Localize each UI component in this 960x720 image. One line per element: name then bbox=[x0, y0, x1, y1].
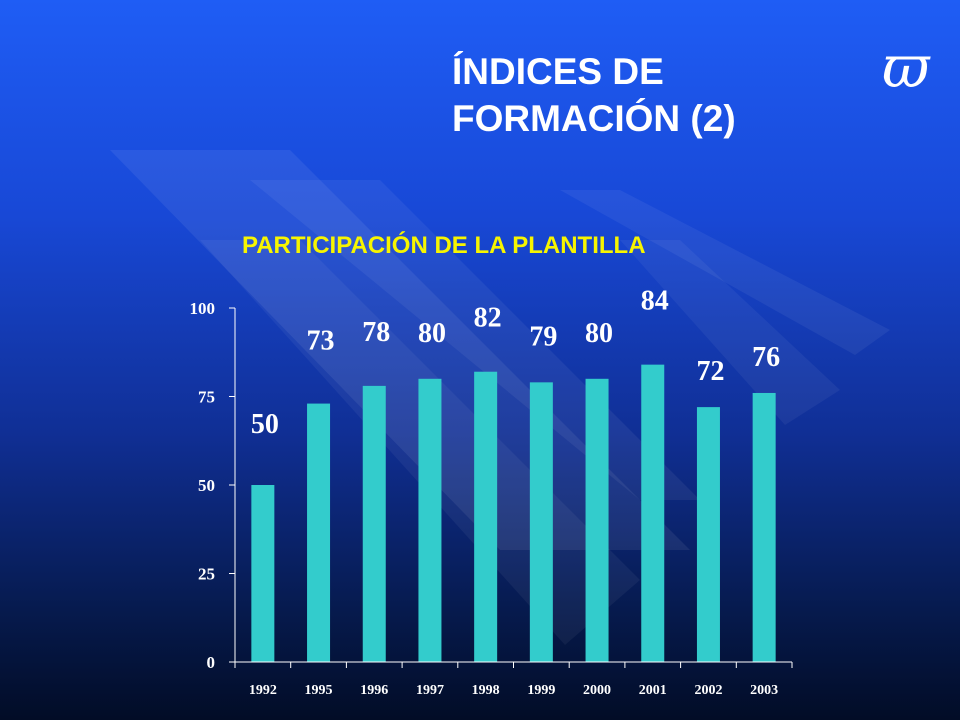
bar-1996 bbox=[362, 385, 386, 662]
y-tick-label-25: 25 bbox=[198, 565, 215, 584]
value-label-2001: 84 bbox=[641, 286, 669, 317]
y-tick-label-100: 100 bbox=[190, 299, 216, 318]
slide-title: ÍNDICES DE FORMACIÓN (2) bbox=[452, 48, 736, 142]
value-label-1992: 50 bbox=[251, 409, 279, 440]
bar-2002 bbox=[696, 407, 720, 662]
x-tick-label-1997: 1997 bbox=[416, 683, 444, 698]
value-label-2000: 80 bbox=[585, 318, 613, 349]
value-label-2002: 72 bbox=[696, 356, 724, 387]
x-tick-label-2003: 2003 bbox=[750, 683, 778, 698]
value-label-2003: 76 bbox=[752, 342, 780, 373]
x-tick-label-1992: 1992 bbox=[249, 683, 277, 698]
x-tick-label-1998: 1998 bbox=[472, 683, 500, 698]
x-tick-label-1996: 1996 bbox=[360, 683, 388, 698]
x-tick-label-1999: 1999 bbox=[527, 683, 555, 698]
bar-1995 bbox=[307, 403, 331, 662]
bar-2000 bbox=[585, 378, 609, 662]
x-tick-label-2000: 2000 bbox=[583, 683, 611, 698]
y-tick-label-50: 50 bbox=[198, 476, 215, 495]
x-tick-label-2002: 2002 bbox=[694, 683, 722, 698]
bar-2003 bbox=[752, 392, 776, 662]
x-tick-label-1995: 1995 bbox=[305, 683, 333, 698]
bar-1998 bbox=[474, 371, 498, 662]
value-label-1998: 82 bbox=[474, 303, 502, 334]
bar-1992 bbox=[251, 485, 275, 662]
value-label-1997: 80 bbox=[418, 318, 446, 349]
slide-title-line-1: ÍNDICES DE bbox=[452, 51, 664, 92]
omega-logo-icon: ϖ bbox=[882, 33, 930, 101]
bar-1999 bbox=[529, 382, 553, 662]
value-label-1995: 73 bbox=[307, 326, 335, 357]
axes-group bbox=[229, 307, 793, 668]
bar-1997 bbox=[418, 378, 442, 662]
bars-group bbox=[251, 364, 776, 662]
value-label-1996: 78 bbox=[362, 317, 390, 348]
x-tick-label-2001: 2001 bbox=[639, 683, 667, 698]
labels-group: 50 1992 73 1995 78 1996 80 1997 82 1998 79 1999 80 20… bbox=[190, 286, 781, 698]
value-label-1999: 79 bbox=[529, 321, 557, 352]
y-tick-label-75: 75 bbox=[198, 388, 215, 407]
chart-subtitle: PARTICIPACIÓN DE LA PLANTILLA bbox=[242, 232, 646, 259]
y-tick-label-0: 0 bbox=[207, 653, 216, 672]
bar-2001 bbox=[641, 364, 665, 662]
slide-title-line-2: FORMACIÓN (2) bbox=[452, 98, 736, 139]
